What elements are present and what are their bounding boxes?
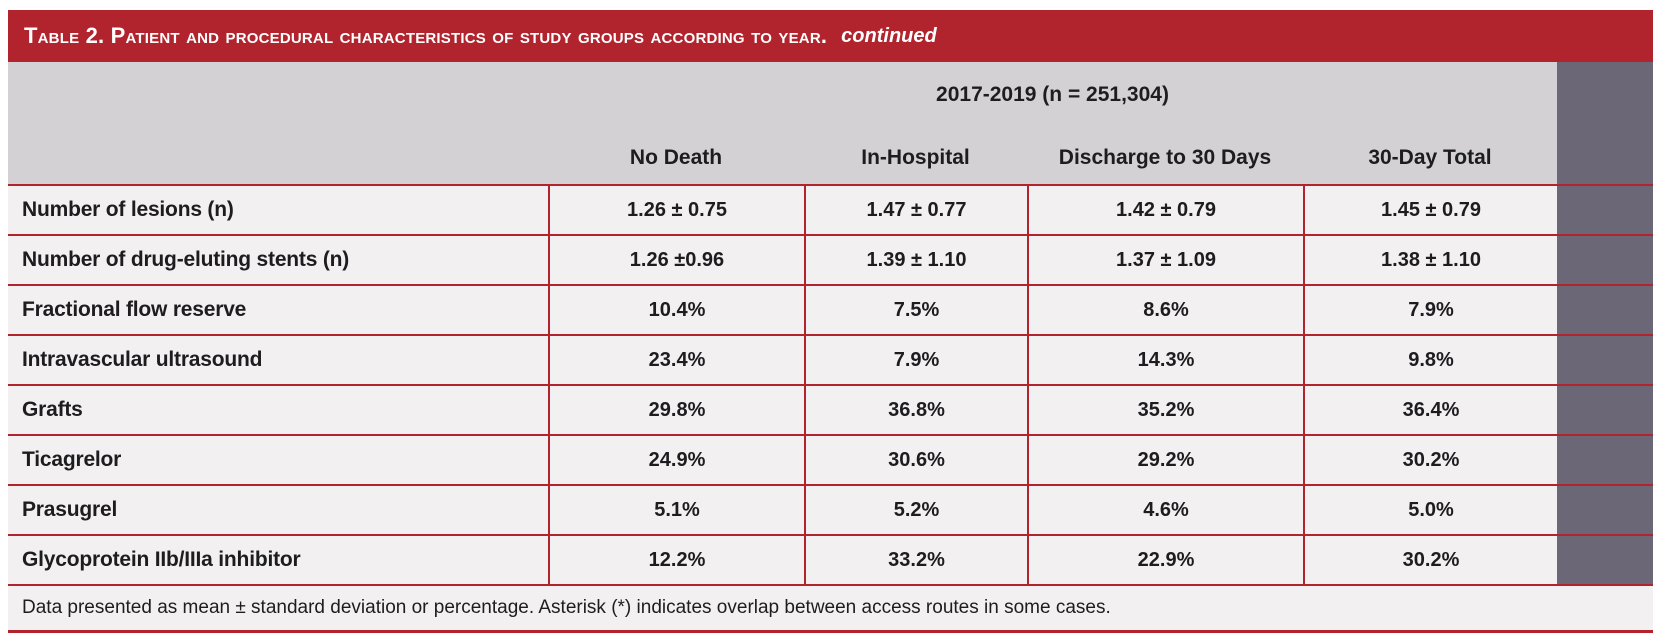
- row-label: Prasugrel: [8, 486, 548, 534]
- table-row: Number of drug-eluting stents (n) 1.26 ±…: [8, 234, 1653, 284]
- table-title-continued: continued: [841, 24, 937, 47]
- column-header-30-day-total: 30-Day Total: [1303, 118, 1557, 184]
- cell-value: 1.45 ± 0.79: [1303, 186, 1557, 234]
- cell-value: 12.2%: [548, 536, 804, 584]
- cell-value: 1.39 ± 1.10: [804, 236, 1027, 284]
- table-row: Number of lesions (n) 1.26 ± 0.75 1.47 ±…: [8, 184, 1653, 234]
- row-label: Grafts: [8, 386, 548, 434]
- cell-value: 30.2%: [1303, 536, 1557, 584]
- cell-value: 36.4%: [1303, 386, 1557, 434]
- slate-column-cell: [1557, 536, 1653, 584]
- cell-value: 1.26 ± 0.75: [548, 186, 804, 234]
- row-label: Intravascular ultrasound: [8, 336, 548, 384]
- table-row: Intravascular ultrasound 23.4% 7.9% 14.3…: [8, 334, 1653, 384]
- slate-column-cell: [1557, 236, 1653, 284]
- column-header-no-death: No Death: [548, 118, 804, 184]
- cell-value: 1.38 ± 1.10: [1303, 236, 1557, 284]
- cell-value: 30.6%: [804, 436, 1027, 484]
- cell-value: 1.47 ± 0.77: [804, 186, 1027, 234]
- cell-value: 33.2%: [804, 536, 1027, 584]
- row-label: Glycoprotein IIb/IIIa inhibitor: [8, 536, 548, 584]
- cell-value: 24.9%: [548, 436, 804, 484]
- table-title-bar: Table 2. Patient and procedural characte…: [8, 10, 1653, 62]
- table-footnote: Data presented as mean ± standard deviat…: [22, 597, 1111, 618]
- cell-value: 8.6%: [1027, 286, 1303, 334]
- cell-value: 29.8%: [548, 386, 804, 434]
- table-row: Fractional flow reserve 10.4% 7.5% 8.6% …: [8, 284, 1653, 334]
- cell-value: 5.2%: [804, 486, 1027, 534]
- slate-column-cell: [1557, 286, 1653, 334]
- column-header-band: No Death In-Hospital Discharge to 30 Day…: [8, 118, 1653, 184]
- table-title: Table 2. Patient and procedural characte…: [24, 23, 828, 48]
- table-footnote-row: Data presented as mean ± standard deviat…: [8, 584, 1653, 633]
- cell-value: 4.6%: [1027, 486, 1303, 534]
- slate-column-cell: [1557, 436, 1653, 484]
- cell-value: 1.42 ± 0.79: [1027, 186, 1303, 234]
- cell-value: 22.9%: [1027, 536, 1303, 584]
- cell-value: 7.5%: [804, 286, 1027, 334]
- slate-column-header: [1557, 118, 1653, 184]
- slate-column-cell: [1557, 336, 1653, 384]
- cell-value: 35.2%: [1027, 386, 1303, 434]
- cell-value: 30.2%: [1303, 436, 1557, 484]
- table-2: Table 2. Patient and procedural characte…: [8, 10, 1653, 633]
- cell-value: 5.0%: [1303, 486, 1557, 534]
- cell-value: 23.4%: [548, 336, 804, 384]
- slate-column-cell: [1557, 386, 1653, 434]
- row-label: Number of lesions (n): [8, 186, 548, 234]
- table-row: Grafts 29.8% 36.8% 35.2% 36.4%: [8, 384, 1653, 434]
- column-header-spacer: [8, 118, 548, 184]
- table-row: Prasugrel 5.1% 5.2% 4.6% 5.0%: [8, 484, 1653, 534]
- slate-column-top: [1557, 62, 1653, 118]
- group-header-spacer: [8, 62, 548, 118]
- cell-value: 7.9%: [1303, 286, 1557, 334]
- cell-value: 1.37 ± 1.09: [1027, 236, 1303, 284]
- cell-value: 1.26 ±0.96: [548, 236, 804, 284]
- group-header-band: 2017-2019 (n = 251,304): [8, 62, 1653, 118]
- slate-column-cell: [1557, 486, 1653, 534]
- slate-column-cell: [1557, 186, 1653, 234]
- group-header: 2017-2019 (n = 251,304): [548, 62, 1557, 118]
- table-row: Ticagrelor 24.9% 30.6% 29.2% 30.2%: [8, 434, 1653, 484]
- row-label: Number of drug-eluting stents (n): [8, 236, 548, 284]
- column-header-discharge-30-days: Discharge to 30 Days: [1027, 118, 1303, 184]
- row-label: Fractional flow reserve: [8, 286, 548, 334]
- cell-value: 7.9%: [804, 336, 1027, 384]
- cell-value: 36.8%: [804, 386, 1027, 434]
- column-header-in-hospital: In-Hospital: [804, 118, 1027, 184]
- table-row: Glycoprotein IIb/IIIa inhibitor 12.2% 33…: [8, 534, 1653, 584]
- cell-value: 5.1%: [548, 486, 804, 534]
- cell-value: 9.8%: [1303, 336, 1557, 384]
- cell-value: 14.3%: [1027, 336, 1303, 384]
- cell-value: 10.4%: [548, 286, 804, 334]
- row-label: Ticagrelor: [8, 436, 548, 484]
- cell-value: 29.2%: [1027, 436, 1303, 484]
